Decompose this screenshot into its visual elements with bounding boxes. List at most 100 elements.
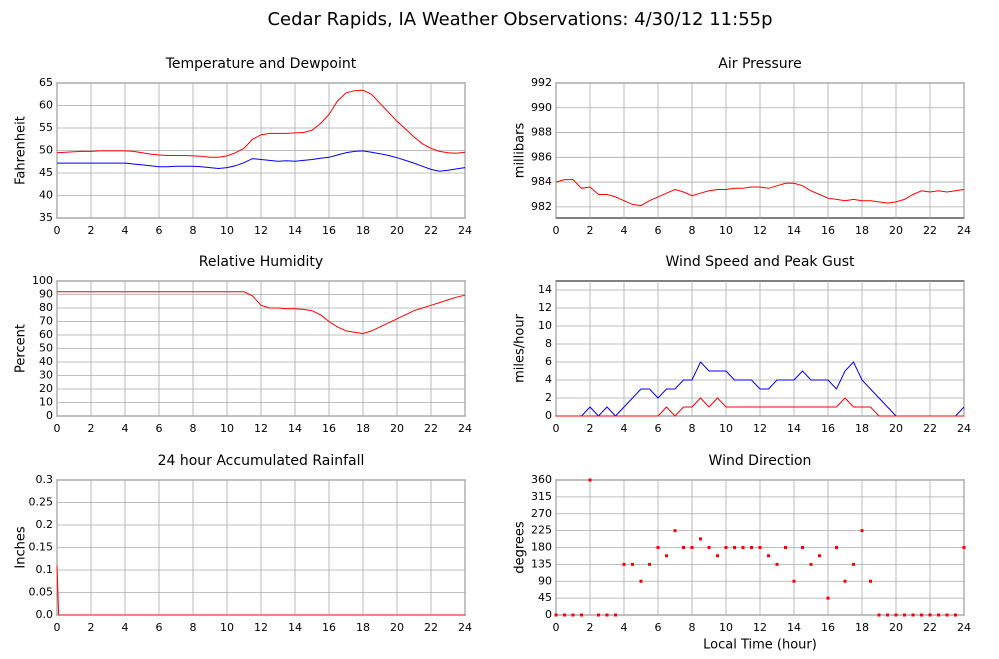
x-tick-label: 24: [957, 422, 971, 435]
data-line: [56, 89, 466, 158]
data-point: [631, 562, 634, 566]
y-tick-label: 45: [39, 166, 53, 179]
chart-title: Wind Speed and Peak Gust: [666, 254, 855, 270]
x-tick-label: 0: [54, 224, 61, 237]
y-tick-label: 30: [39, 369, 53, 382]
x-tick-label: 8: [190, 621, 197, 634]
y-tick-label: 986: [531, 150, 552, 163]
data-point: [758, 546, 762, 549]
y-tick-label: 992: [531, 76, 552, 89]
x-tick-label: 10: [719, 621, 733, 634]
x-tick-label: 6: [655, 422, 662, 435]
x-tick-label: 8: [190, 224, 197, 237]
x-tick-label: 4: [122, 621, 129, 634]
data-point: [903, 613, 906, 617]
data-point: [597, 613, 600, 617]
x-tick-label: 12: [254, 224, 268, 237]
data-point: [920, 613, 923, 617]
x-tick-label: 4: [122, 224, 129, 237]
y-tick-label: 0.25: [29, 496, 54, 509]
data-point: [699, 537, 702, 541]
data-point: [622, 562, 626, 566]
x-tick-label: 24: [458, 422, 472, 435]
y-axis-label: Inches: [14, 526, 29, 568]
data-point: [648, 562, 651, 566]
data-point: [580, 613, 583, 617]
data-point: [682, 546, 685, 549]
data-point: [673, 529, 677, 533]
x-tick-label: 6: [156, 621, 163, 634]
x-tick-label: 0: [54, 422, 61, 435]
y-axis-label: Percent: [14, 324, 29, 373]
x-tick-label: 8: [190, 422, 197, 435]
y-tick-label: 225: [531, 524, 552, 537]
x-tick-label: 22: [424, 224, 438, 237]
data-point: [869, 579, 872, 583]
y-tick-label: 0.1: [36, 563, 54, 576]
y-tick-label: 35: [39, 211, 53, 224]
x-tick-label: 14: [288, 621, 302, 634]
y-tick-label: 0.3: [36, 473, 54, 486]
y-tick-label: 0.0: [36, 608, 54, 621]
data-point: [775, 562, 779, 566]
x-tick-label: 6: [655, 621, 662, 634]
x-tick-label: 4: [621, 621, 628, 634]
data-point: [954, 613, 957, 617]
x-tick-label: 14: [288, 422, 302, 435]
x-tick-label: 10: [719, 422, 733, 435]
data-point: [716, 554, 719, 558]
x-tick-label: 24: [458, 621, 472, 634]
chart-title: Air Pressure: [718, 56, 801, 72]
x-tick-label: 20: [390, 621, 404, 634]
data-point: [767, 554, 770, 558]
x-tick-label: 8: [689, 224, 696, 237]
x-tick-label: 18: [356, 621, 370, 634]
y-tick-label: 45: [538, 591, 552, 604]
data-point: [588, 478, 592, 482]
y-tick-label: 984: [531, 175, 552, 188]
data-point: [605, 613, 609, 617]
x-tick-label: 20: [889, 621, 903, 634]
data-point: [928, 613, 932, 617]
x-tick-label: 16: [322, 422, 336, 435]
x-tick-label: 2: [88, 422, 95, 435]
data-point: [571, 613, 575, 617]
chart-title: Wind Direction: [709, 453, 812, 469]
x-tick-label: 2: [587, 422, 594, 435]
x-tick-label: 22: [424, 621, 438, 634]
x-tick-label: 14: [288, 224, 302, 237]
x-tick-label: 20: [390, 422, 404, 435]
y-tick-label: 0.15: [29, 541, 54, 554]
y-axis-label: Fahrenheit: [14, 116, 29, 185]
x-tick-label: 16: [821, 621, 835, 634]
data-point: [894, 613, 898, 617]
x-tick-label: 4: [621, 422, 628, 435]
y-tick-label: 60: [39, 99, 53, 112]
x-tick-label: 24: [957, 224, 971, 237]
data-point: [690, 546, 694, 549]
y-tick-label: 60: [39, 328, 53, 341]
data-point: [843, 579, 847, 583]
y-tick-label: 180: [531, 541, 552, 554]
data-point: [741, 546, 745, 549]
x-tick-label: 6: [655, 224, 662, 237]
data-point: [792, 579, 796, 583]
x-tick-label: 16: [322, 621, 336, 634]
y-tick-label: 0: [545, 608, 552, 621]
page-title: Cedar Rapids, IA Weather Observations: 4…: [267, 9, 772, 30]
x-tick-label: 8: [689, 621, 696, 634]
y-tick-label: 2: [545, 391, 552, 404]
x-tick-label: 12: [753, 224, 767, 237]
y-tick-label: 360: [531, 473, 552, 486]
y-tick-label: 0: [545, 409, 552, 422]
y-tick-label: 90: [538, 574, 552, 587]
y-tick-label: 100: [32, 274, 53, 287]
data-point: [750, 546, 753, 549]
data-point: [860, 529, 864, 533]
y-tick-label: 40: [39, 355, 53, 368]
data-point: [563, 613, 566, 617]
y-tick-label: 10: [39, 396, 53, 409]
x-tick-label: 2: [88, 224, 95, 237]
x-tick-label: 6: [156, 224, 163, 237]
data-point: [809, 562, 813, 566]
